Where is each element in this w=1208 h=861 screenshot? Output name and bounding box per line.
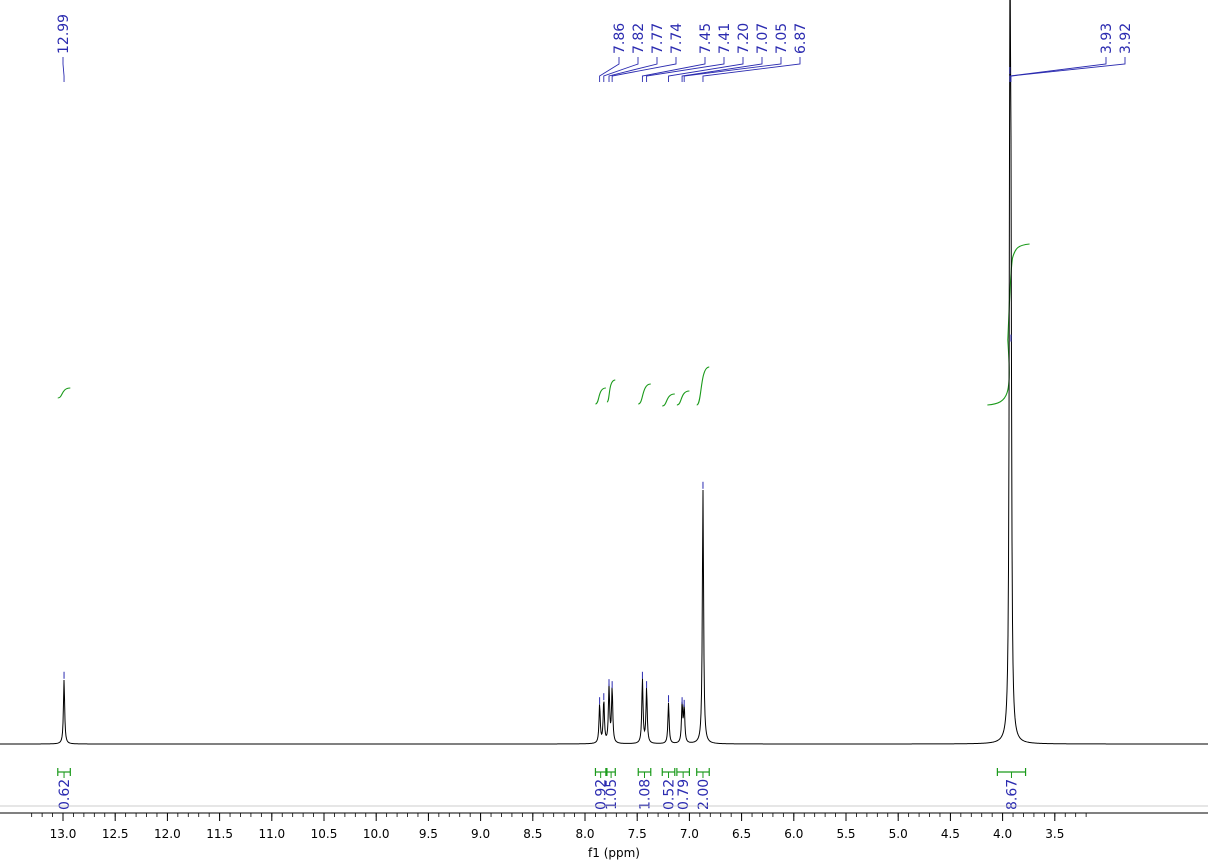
peak-label: 7.74 (669, 23, 685, 54)
integral-curve (638, 383, 651, 405)
integral-value: 0.79 (676, 779, 692, 810)
x-tick-label: 3.5 (1045, 827, 1064, 841)
x-tick-label: 4.5 (941, 827, 960, 841)
x-tick-label: 4.0 (993, 827, 1012, 841)
integral-curves (57, 243, 1030, 407)
peak-label-connector (62, 57, 65, 82)
peak-label-connector (641, 57, 706, 82)
x-ticks: 13.0 12.5 12.0 11.5 11.0 10.5 10.0 9.5 9.0 8.5 8.0… (31, 813, 1087, 841)
x-tick-label: 6.0 (784, 827, 803, 841)
x-tick-label: 12.5 (102, 827, 129, 841)
peak-label-connector (646, 57, 725, 82)
peak-label: 7.05 (774, 23, 790, 54)
peak-label: 7.82 (631, 23, 647, 54)
integral-value: 2.00 (696, 779, 712, 810)
integral-curve (676, 390, 690, 406)
spectrum-line (0, 0, 1208, 745)
peak-label-connector (702, 57, 801, 82)
x-tick-label: 9.5 (419, 827, 438, 841)
integral-curve (57, 387, 71, 399)
integral-value: 1.05 (604, 779, 620, 810)
peak-label-connector (608, 57, 658, 82)
peak-label-connector (668, 57, 744, 82)
integral-value: 0.52 (662, 779, 678, 810)
x-tick-label: 11.5 (206, 827, 233, 841)
x-tick-label: 11.0 (258, 827, 285, 841)
x-tick-label: 10.5 (311, 827, 338, 841)
x-tick-label: 5.0 (889, 827, 908, 841)
x-tick-label: 5.5 (836, 827, 855, 841)
x-tick-label: 10.0 (363, 827, 390, 841)
peak-label: 7.86 (612, 23, 628, 54)
x-axis (0, 805, 1208, 814)
x-tick-label: 9.0 (471, 827, 490, 841)
x-tick-label: 8.5 (523, 827, 542, 841)
x-tick-label: 12.0 (154, 827, 181, 841)
integral-brackets: 0.62 0.921.05 1.08 0.520.79 2.00 8.67 (57, 768, 1027, 810)
integral-value: 0.92 (594, 779, 610, 810)
integral-curve (595, 387, 606, 405)
peak-label: 7.41 (717, 23, 733, 54)
integral-curve (606, 379, 616, 403)
peak-label-connector (599, 57, 620, 82)
peak-label: 12.99 (56, 14, 72, 54)
peak-label: 3.93 (1099, 23, 1115, 54)
x-tick-label: 7.5 (628, 827, 647, 841)
peak-label: 7.20 (736, 23, 752, 54)
x-tick-label: 7.0 (680, 827, 699, 841)
peak-label: 7.07 (755, 23, 771, 54)
integral-value: 0.62 (57, 779, 73, 810)
peak-label: 7.77 (650, 23, 666, 54)
peak-label-connector (1010, 57, 1126, 82)
x-axis-label: f1 (ppm) (588, 846, 640, 860)
peak-label: 3.92 (1118, 23, 1134, 54)
peak-label: 6.87 (793, 23, 809, 54)
peak-label: 7.45 (698, 23, 714, 54)
peak-label-connector (603, 57, 639, 82)
integral-value: 8.67 (1004, 779, 1020, 810)
peak-labels: 12.99 7.86 7.82 7.77 7.74 7.45 7.41 7.20 7.07 7.0… (56, 14, 1134, 82)
integral-curve (662, 393, 675, 407)
x-tick-label: 13.0 (50, 827, 77, 841)
integral-curve (696, 366, 710, 406)
peak-label-connector (611, 57, 677, 82)
integral-curve (987, 243, 1030, 406)
peak-label-connector (683, 57, 782, 82)
integral-value: 1.08 (638, 779, 654, 810)
peak-markers (63, 67, 1012, 707)
peak-label-connector (681, 57, 763, 82)
peak-label-connector (1009, 57, 1107, 82)
x-tick-label: 8.0 (575, 827, 594, 841)
x-tick-label: 6.5 (732, 827, 751, 841)
